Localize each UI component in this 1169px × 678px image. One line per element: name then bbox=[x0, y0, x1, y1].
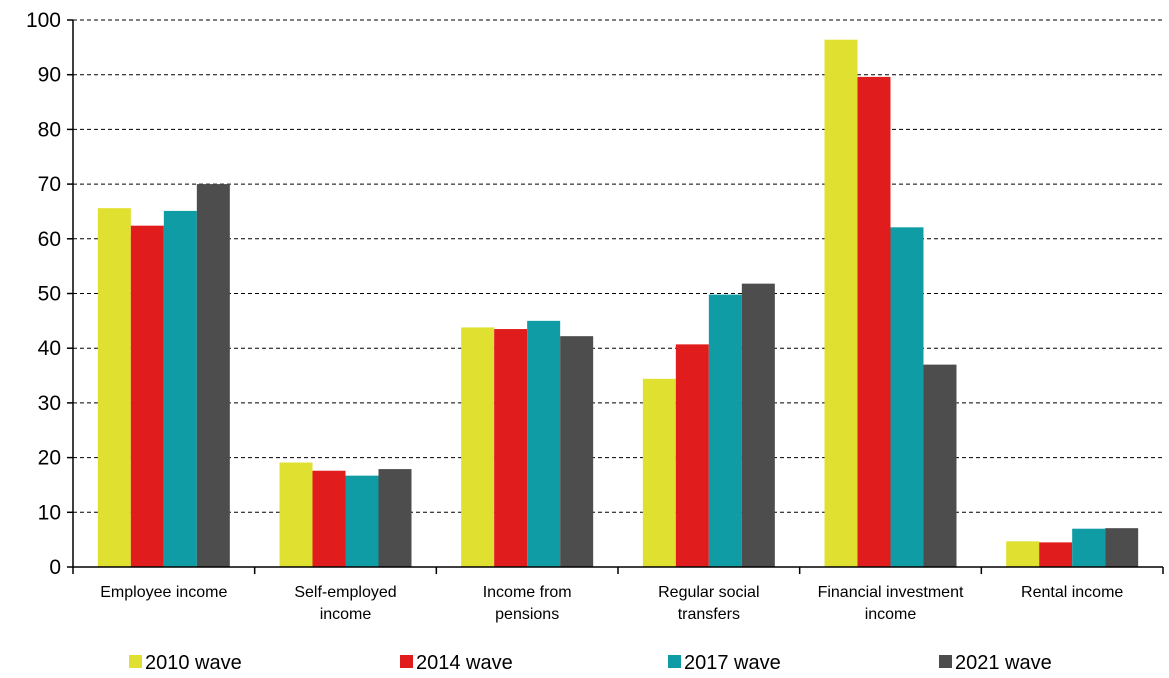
bar-2021-wave bbox=[196, 184, 230, 567]
bar-2014-wave bbox=[857, 76, 891, 567]
legend-label: 2017 wave bbox=[684, 652, 781, 674]
bar-2010-wave bbox=[461, 327, 495, 567]
bar-2021-wave bbox=[923, 364, 957, 567]
y-tick-label: 60 bbox=[38, 228, 61, 251]
x-axis-ticks: Employee income Self-employed income Income… bbox=[100, 584, 1123, 623]
y-tick-label: 10 bbox=[38, 501, 61, 524]
bar-2021-wave bbox=[378, 469, 412, 567]
bar-2017-wave bbox=[890, 227, 924, 568]
legend-item: 2010 wave bbox=[129, 652, 242, 674]
x-tick-label: transfers bbox=[678, 606, 740, 623]
x-tick-label: Rental income bbox=[1021, 584, 1123, 601]
y-tick-label: 30 bbox=[38, 392, 61, 415]
y-tick-label: 50 bbox=[38, 283, 61, 306]
bar-2014-wave bbox=[130, 225, 164, 567]
bar-2021-wave bbox=[1105, 528, 1139, 567]
x-tick-label: Income from bbox=[483, 584, 572, 601]
bar-2010-wave bbox=[1006, 541, 1040, 567]
bar-2017-wave bbox=[708, 294, 742, 567]
legend-label: 2021 wave bbox=[955, 652, 1052, 674]
x-tick-label: Financial investment bbox=[818, 584, 964, 601]
x-tick-label: Employee income bbox=[100, 584, 227, 601]
gridlines bbox=[73, 19, 1163, 513]
y-tick-label: 70 bbox=[38, 173, 61, 196]
bar-2010-wave bbox=[642, 378, 676, 567]
bar-2010-wave bbox=[279, 462, 313, 567]
bar-2021-wave bbox=[741, 283, 775, 567]
bar-2017-wave bbox=[163, 210, 197, 567]
legend-swatch bbox=[939, 655, 952, 668]
legend-item: 2017 wave bbox=[668, 652, 781, 674]
x-tick-label: income bbox=[320, 606, 372, 623]
bar-2021-wave bbox=[560, 336, 594, 567]
y-tick-label: 80 bbox=[38, 118, 61, 141]
x-tick-label: income bbox=[865, 606, 917, 623]
axes bbox=[67, 19, 1164, 574]
y-axis-ticks: 0 10 20 30 40 50 60 70 80 90 100 bbox=[26, 9, 61, 579]
bar-2014-wave bbox=[1039, 542, 1073, 567]
x-tick-label: Regular social bbox=[658, 584, 759, 601]
bar-2017-wave bbox=[527, 320, 561, 567]
legend-item: 2014 wave bbox=[400, 652, 513, 674]
x-tick-label: pensions bbox=[495, 606, 559, 623]
legend-label: 2010 wave bbox=[145, 652, 242, 674]
legend-item: 2021 wave bbox=[939, 652, 1052, 674]
x-tick-label: Self-employed bbox=[294, 584, 396, 601]
legend: 2010 wave 2014 wave 2017 wave 2021 wave bbox=[129, 652, 1052, 674]
y-tick-label: 90 bbox=[38, 64, 61, 87]
bar-2014-wave bbox=[312, 470, 346, 567]
bar-2014-wave bbox=[494, 329, 528, 567]
bar-2010-wave bbox=[97, 208, 131, 567]
bar-2017-wave bbox=[1072, 528, 1106, 567]
y-tick-label: 0 bbox=[49, 556, 61, 579]
bar-2017-wave bbox=[345, 475, 379, 567]
legend-swatch bbox=[400, 655, 413, 668]
y-tick-label: 20 bbox=[38, 447, 61, 470]
bar-2014-wave bbox=[675, 344, 709, 567]
legend-label: 2014 wave bbox=[416, 652, 513, 674]
y-tick-label: 100 bbox=[26, 9, 61, 32]
legend-swatch bbox=[668, 655, 681, 668]
y-tick-label: 40 bbox=[38, 337, 61, 360]
bar-2010-wave bbox=[824, 39, 858, 567]
bars bbox=[97, 39, 1139, 568]
legend-swatch bbox=[129, 655, 142, 668]
